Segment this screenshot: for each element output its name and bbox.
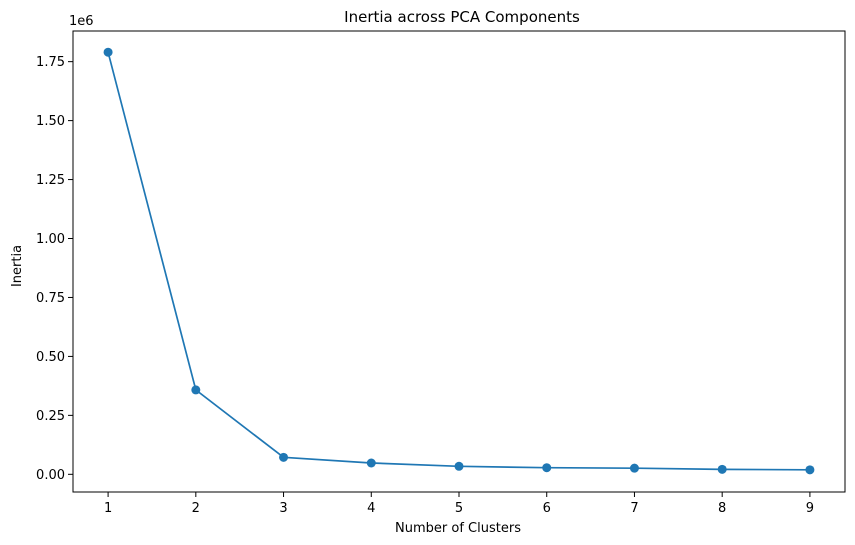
data-point <box>542 463 552 473</box>
y-tick-label: 0.75 <box>36 291 65 306</box>
x-axis-label: Number of Clusters <box>395 521 521 536</box>
x-tick-label: 5 <box>455 501 463 516</box>
plot-frame <box>72 30 846 493</box>
y-axis-offset-label: 1e6 <box>69 14 94 29</box>
x-tick-label: 4 <box>367 501 375 516</box>
x-tick-label: 7 <box>630 501 638 516</box>
data-point <box>191 385 201 395</box>
data-point <box>103 47 113 57</box>
y-axis-ticks: 0.00 0.25 0.50 0.75 1.00 1.25 1.50 1.75 <box>36 55 73 483</box>
y-tick-label: 1.75 <box>36 55 65 70</box>
x-tick-label: 2 <box>192 501 200 516</box>
data-point <box>805 465 815 475</box>
chart-title: Inertia across PCA Components <box>344 8 580 26</box>
y-axis-label: Inertia <box>10 245 25 287</box>
x-tick-label: 6 <box>543 501 551 516</box>
data-point <box>454 461 464 471</box>
x-axis-ticks: 1 2 3 4 5 6 7 8 9 <box>104 492 814 516</box>
y-tick-label: 1.25 <box>36 173 65 188</box>
data-point <box>279 452 289 462</box>
y-tick-label: 0.50 <box>36 350 65 365</box>
data-point <box>717 464 727 474</box>
y-tick-label: 1.50 <box>36 114 65 129</box>
x-tick-label: 8 <box>718 501 726 516</box>
x-tick-label: 1 <box>104 501 112 516</box>
data-point <box>629 463 639 473</box>
x-tick-label: 3 <box>279 501 287 516</box>
series-line <box>107 52 810 471</box>
y-tick-label: 0.00 <box>36 468 65 483</box>
y-tick-label: 0.25 <box>36 409 65 424</box>
series-layer <box>103 47 815 475</box>
x-tick-label: 9 <box>806 501 814 516</box>
y-tick-label: 1.00 <box>36 232 65 247</box>
data-point <box>366 458 376 468</box>
